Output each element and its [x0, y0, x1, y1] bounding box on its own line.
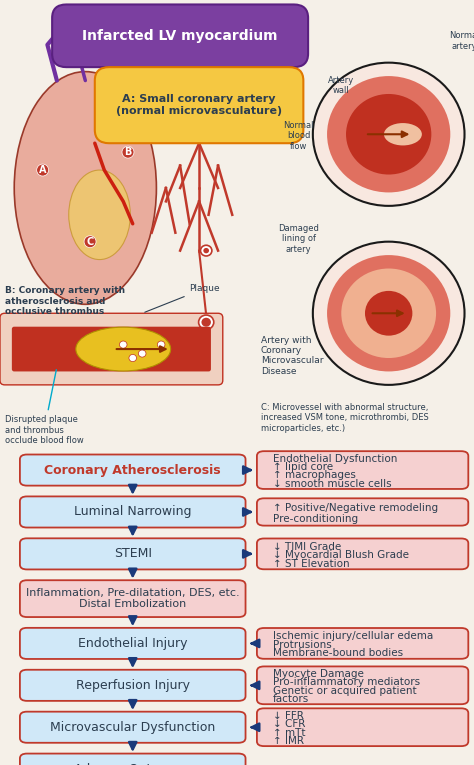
Text: Pre-conditioning: Pre-conditioning: [273, 514, 358, 524]
Text: Pro-inflammatory mediators: Pro-inflammatory mediators: [273, 678, 419, 688]
FancyBboxPatch shape: [257, 666, 468, 705]
Text: ↑ mTt: ↑ mTt: [273, 728, 305, 737]
Circle shape: [327, 76, 450, 193]
Text: Endothelial Injury: Endothelial Injury: [78, 637, 188, 650]
Circle shape: [119, 341, 127, 348]
Text: factors: factors: [273, 694, 309, 704]
Text: Normal
blood
flow: Normal blood flow: [283, 121, 314, 151]
FancyBboxPatch shape: [20, 628, 246, 659]
FancyBboxPatch shape: [20, 754, 246, 765]
Text: Protrusions: Protrusions: [273, 640, 331, 649]
Circle shape: [365, 291, 412, 336]
Circle shape: [346, 94, 431, 174]
FancyBboxPatch shape: [20, 496, 246, 528]
Ellipse shape: [14, 72, 156, 304]
Text: Ischemic injury/cellular edema: Ischemic injury/cellular edema: [273, 631, 433, 641]
Text: C: Microvessel with abnormal structure,
increased VSM tone, microthrombi, DES
mi: C: Microvessel with abnormal structure, …: [261, 403, 428, 432]
FancyBboxPatch shape: [20, 580, 246, 617]
Text: Endothelial Dysfunction: Endothelial Dysfunction: [273, 454, 397, 464]
Circle shape: [201, 246, 212, 256]
Text: B: Coronary artery with
atherosclerosis and
occlusive thrombus: B: Coronary artery with atherosclerosis …: [5, 286, 125, 316]
Text: ↑ macrophages: ↑ macrophages: [273, 470, 356, 480]
Text: Disrupted plaque
and thrombus
occlude blood flow: Disrupted plaque and thrombus occlude bl…: [5, 369, 83, 445]
Text: Myocyte Damage: Myocyte Damage: [273, 669, 364, 679]
Text: Luminal Narrowing: Luminal Narrowing: [74, 506, 191, 519]
Text: Artery
wall: Artery wall: [328, 76, 355, 96]
Text: Damaged
lining of
artery: Damaged lining of artery: [278, 224, 319, 253]
Text: ↑ ST Elevation: ↑ ST Elevation: [273, 558, 349, 568]
Text: C: C: [86, 236, 94, 246]
Ellipse shape: [69, 170, 130, 259]
FancyBboxPatch shape: [257, 708, 468, 746]
Circle shape: [138, 350, 146, 357]
Text: Artery with
Coronary
Microvascular
Disease: Artery with Coronary Microvascular Disea…: [261, 336, 323, 376]
Text: ↓ Myocardial Blush Grade: ↓ Myocardial Blush Grade: [273, 550, 409, 560]
Circle shape: [201, 317, 211, 327]
Circle shape: [313, 63, 465, 206]
Text: Inflammation, Pre-dilatation, DES, etc.
Distal Embolization: Inflammation, Pre-dilatation, DES, etc. …: [26, 588, 239, 610]
Text: ↓ CFR: ↓ CFR: [273, 719, 305, 729]
FancyBboxPatch shape: [20, 454, 246, 486]
Text: ↓ FFR: ↓ FFR: [273, 711, 303, 721]
FancyBboxPatch shape: [257, 451, 468, 489]
Text: Membrane-bound bodies: Membrane-bound bodies: [273, 648, 403, 658]
Text: ↑ lipid core: ↑ lipid core: [273, 462, 333, 472]
Ellipse shape: [76, 327, 171, 371]
Text: Genetic or acquired patient: Genetic or acquired patient: [273, 685, 416, 695]
Circle shape: [157, 341, 165, 348]
Text: Coronary Atherosclerosis: Coronary Atherosclerosis: [45, 464, 221, 477]
Circle shape: [313, 242, 465, 385]
FancyBboxPatch shape: [95, 67, 303, 143]
Text: A: Small coronary artery
(normal microvasculature): A: Small coronary artery (normal microva…: [116, 94, 282, 116]
FancyBboxPatch shape: [12, 327, 211, 372]
FancyBboxPatch shape: [257, 498, 468, 526]
FancyBboxPatch shape: [20, 539, 246, 569]
Text: Normal
artery: Normal artery: [449, 31, 474, 50]
Text: Adverse Outcomes: Adverse Outcomes: [73, 763, 192, 765]
Text: Plaque: Plaque: [145, 284, 220, 312]
Text: ↓ TIMI Grade: ↓ TIMI Grade: [273, 542, 341, 552]
Circle shape: [199, 315, 214, 330]
Text: A: A: [39, 165, 46, 175]
Text: ↓ smooth muscle cells: ↓ smooth muscle cells: [273, 479, 391, 489]
FancyBboxPatch shape: [20, 711, 246, 743]
Text: Microvascular Dysfunction: Microvascular Dysfunction: [50, 721, 215, 734]
Circle shape: [203, 248, 209, 253]
Ellipse shape: [384, 123, 422, 145]
Text: ↑ Positive/Negative remodeling: ↑ Positive/Negative remodeling: [273, 503, 438, 513]
Circle shape: [129, 354, 137, 362]
Text: Infarcted LV myocardium: Infarcted LV myocardium: [82, 29, 278, 43]
Circle shape: [327, 255, 450, 372]
FancyBboxPatch shape: [257, 539, 468, 569]
Circle shape: [341, 269, 436, 358]
Text: ↑ IMR: ↑ IMR: [273, 736, 303, 746]
Text: B: B: [124, 147, 132, 157]
Text: STEMI: STEMI: [114, 548, 152, 561]
FancyBboxPatch shape: [257, 628, 468, 659]
Text: Reperfusion Injury: Reperfusion Injury: [76, 679, 190, 692]
FancyBboxPatch shape: [20, 670, 246, 701]
FancyBboxPatch shape: [52, 5, 308, 67]
FancyBboxPatch shape: [0, 314, 223, 385]
